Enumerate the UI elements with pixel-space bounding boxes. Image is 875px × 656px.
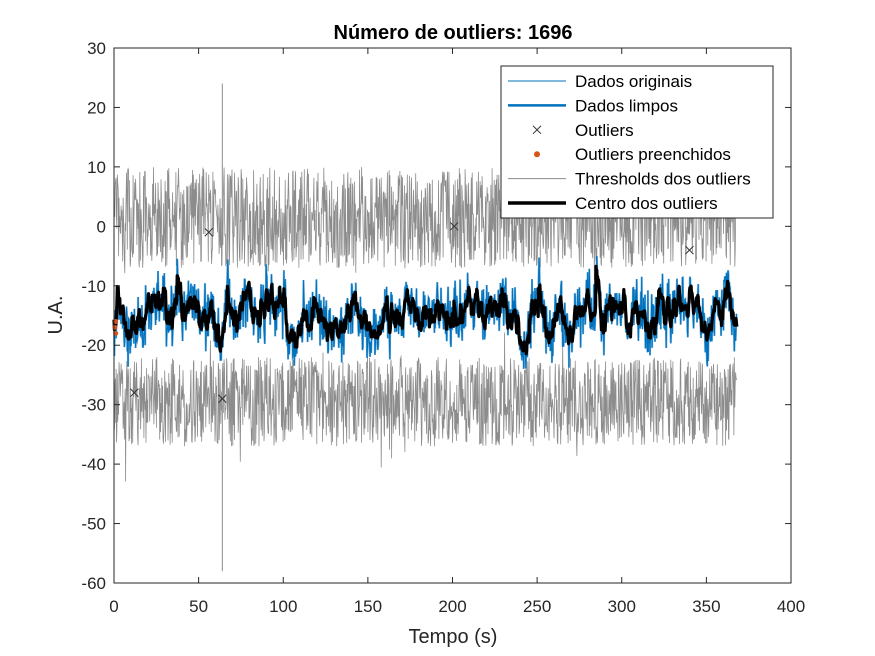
chart-title: Número de outliers: 1696 — [334, 22, 573, 44]
y-axis-label: U.A. — [45, 296, 67, 335]
legend-swatch — [534, 151, 540, 158]
legend: Dados originais Dados limpos Outliers Outli… — [500, 65, 774, 219]
x-tick-label: 250 — [523, 597, 551, 616]
x-tick-label: 400 — [777, 597, 805, 616]
y-tick-label: -40 — [81, 455, 106, 474]
outlier-marker-4 — [685, 245, 694, 255]
legend-label: Dados originais — [575, 72, 692, 91]
legend-swatch — [532, 125, 542, 135]
x-tick-label: 50 — [189, 597, 208, 616]
legend-label: Thresholds dos outliers — [575, 170, 751, 189]
legend-label: Dados limpos — [575, 96, 678, 115]
legend-entry-4: Thresholds dos outliers — [508, 170, 751, 189]
y-tick-label: 0 — [97, 217, 106, 236]
y-tick-label: 30 — [87, 39, 106, 58]
y-axis: 30 20 10 0 -10 -20 -30 -40 -50 -60 — [81, 39, 791, 593]
legend-label: Outliers — [575, 121, 634, 140]
y-tick-label: 10 — [87, 158, 106, 177]
lower-threshold-line — [113, 332, 738, 482]
y-tick-label: -30 — [81, 396, 106, 415]
y-tick-label: -60 — [81, 574, 106, 593]
x-tick-label: 150 — [354, 597, 382, 616]
y-tick-label: -10 — [81, 277, 106, 296]
x-tick-label: 350 — [692, 597, 720, 616]
y-tick-label: 20 — [87, 98, 106, 117]
outlier-markers — [112, 221, 694, 404]
outlier-marker-1 — [449, 221, 459, 231]
x-tick-label: 100 — [269, 597, 297, 616]
y-tick-label: -20 — [81, 336, 106, 355]
legend-label: Centro dos outliers — [575, 194, 718, 213]
legend-entry-0: Dados originais — [508, 72, 692, 91]
y-tick-label: -50 — [81, 515, 106, 534]
legend-label: Outliers preenchidos — [575, 145, 731, 164]
legend-entry-1: Dados limpos — [508, 96, 678, 115]
outlier-marker-0 — [204, 227, 214, 237]
legend-entry-5: Centro dos outliers — [508, 194, 718, 213]
filled-outlier-2 — [112, 324, 118, 330]
x-axis-label: Tempo (s) — [409, 626, 498, 648]
outlier-marker-2 — [129, 388, 139, 398]
data-layer — [112, 83, 739, 572]
x-tick-label: 300 — [608, 597, 636, 616]
legend-entry-3: Outliers preenchidos — [534, 145, 731, 164]
x-axis: 0 50 100 150 200 250 300 350 400 — [109, 48, 805, 616]
x-tick-label: 0 — [109, 597, 118, 616]
legend-box — [500, 65, 774, 219]
x-tick-label: 200 — [438, 597, 466, 616]
legend-entry-2: Outliers — [532, 121, 634, 140]
outlier-center-line — [112, 264, 739, 356]
outlier-marker-3 — [217, 394, 227, 404]
